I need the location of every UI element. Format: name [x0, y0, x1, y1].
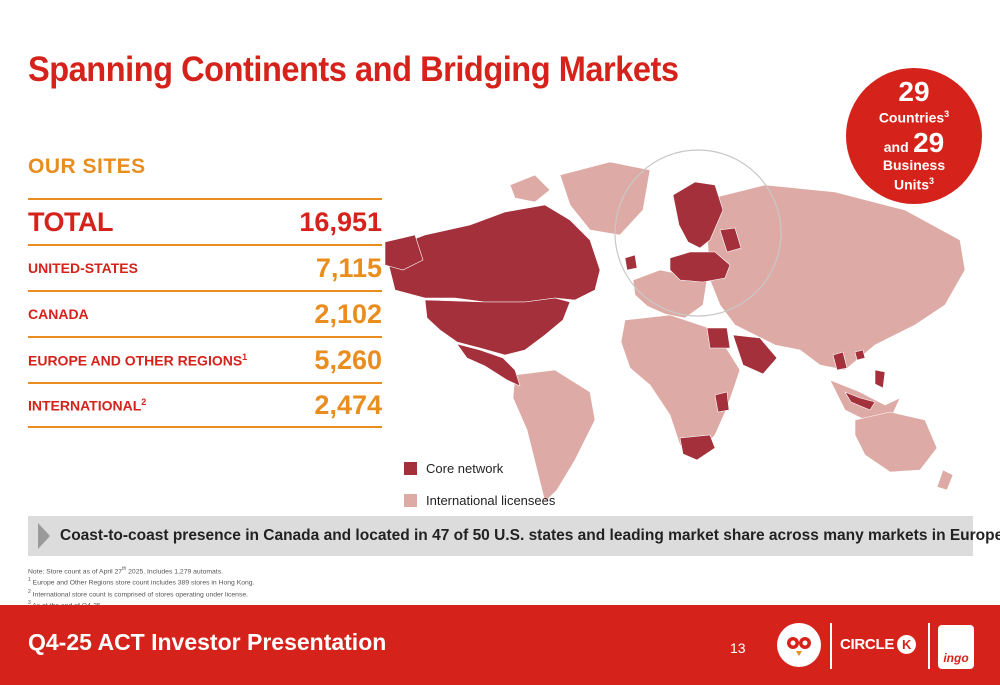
note-sup: th — [122, 566, 127, 572]
chevron-right-icon — [38, 523, 50, 549]
site-value: 5,260 — [314, 344, 382, 375]
map-greenland — [559, 161, 651, 236]
footer-bar: Q4-25 ACT Investor Presentation 13 CIRCL… — [0, 605, 1000, 685]
footnote-2: International store count is comprised o… — [30, 590, 249, 598]
footnote-3-sup: 3 — [28, 599, 31, 606]
site-value: 2,102 — [314, 298, 382, 329]
units-number: 29 — [913, 126, 945, 158]
legend-label: Core network — [426, 460, 504, 476]
footnote-1-sup: 1 — [28, 577, 31, 584]
note-rest: 2025. Includes 1,279 automats. — [126, 568, 223, 576]
legend-label: International licensees — [426, 492, 556, 508]
world-map — [385, 149, 966, 503]
map-usa — [424, 297, 571, 356]
map-south-america — [512, 369, 596, 503]
map-cambodia — [832, 351, 848, 371]
map-alaska — [385, 234, 424, 271]
site-footnote: 2 — [141, 396, 147, 407]
countries-number: 29 — [898, 76, 930, 107]
circle-k-logo: CIRCLE K — [840, 635, 917, 654]
page-number: 13 — [730, 640, 746, 656]
couche-tard-logo — [777, 623, 821, 667]
site-row-canada: CANADA 2,102 — [28, 290, 382, 336]
site-footnote: 1 — [242, 351, 248, 362]
sites-heading: OUR SITES — [28, 155, 146, 178]
ingo-logo: ingo — [938, 625, 974, 669]
footnotes: Note: Store count as of April 27th 2025.… — [28, 565, 254, 610]
countries-badge: 29 Countries3 and 29 Business Units3 — [846, 68, 982, 204]
presentation-title: Q4-25 ACT Investor Presentation — [28, 629, 387, 655]
map-philippines — [874, 369, 886, 389]
map-scandinavia — [672, 181, 724, 249]
units-label-1: Business — [882, 156, 946, 173]
legend-swatch-core — [404, 461, 417, 475]
map-canada — [385, 204, 601, 303]
map-australia — [854, 411, 938, 473]
europe-highlight-circle — [614, 149, 782, 317]
map-south-africa — [679, 434, 716, 461]
map-east-africa — [714, 391, 730, 413]
site-label: EUROPE AND OTHER REGIONS — [28, 352, 243, 369]
site-row-europe: EUROPE AND OTHER REGIONS1 5,260 — [28, 336, 382, 382]
legend-item-core: Core network — [404, 460, 555, 476]
site-value: 7,115 — [315, 252, 382, 283]
site-value: 2,474 — [314, 389, 382, 420]
map-legend: Core network International licensees — [404, 460, 555, 524]
site-row-total: TOTAL 16,951 — [28, 198, 382, 244]
legend-item-licensees: International licensees — [404, 492, 555, 508]
owl-logo-icon — [787, 637, 811, 656]
countries-label: Countries — [878, 109, 945, 126]
footnote-2-sup: 2 — [28, 588, 31, 595]
circle-k-letter: K — [897, 635, 917, 654]
circle-k-text: CIRCLE — [840, 636, 895, 653]
site-label: TOTAL — [28, 206, 114, 237]
map-arctic-islands — [509, 174, 551, 203]
legend-swatch-licensees — [404, 493, 417, 507]
map-baltics — [719, 227, 742, 253]
site-row-international: INTERNATIONAL2 2,474 — [28, 382, 382, 428]
key-message-banner: Coast-to-coast presence in Canada and lo… — [28, 516, 1000, 556]
map-egypt — [706, 327, 731, 349]
map-new-zealand — [936, 469, 954, 491]
units-footnote: 3 — [928, 175, 934, 186]
site-value: 16,951 — [299, 206, 382, 237]
note-text: Note: Store count as of April 27 — [28, 568, 123, 576]
logo-divider — [830, 623, 832, 669]
site-label: UNITED-STATES — [28, 260, 138, 276]
countries-footnote: 3 — [944, 109, 950, 119]
map-indonesia — [844, 391, 876, 411]
and-label: and — [883, 138, 909, 155]
page-title: Spanning Continents and Bridging Markets — [28, 50, 679, 89]
footnote-1: Europe and Other Regions store count inc… — [30, 579, 255, 587]
map-ireland — [624, 254, 638, 271]
ingo-text: ingo — [943, 651, 969, 665]
banner-text: Coast-to-coast presence in Canada and lo… — [60, 527, 1000, 544]
site-label: INTERNATIONAL — [28, 397, 142, 414]
site-row-united-states: UNITED-STATES 7,115 — [28, 244, 382, 290]
site-label: CANADA — [28, 306, 89, 322]
map-saudi-arabia — [732, 334, 778, 375]
map-central-europe — [669, 251, 731, 283]
map-mexico — [456, 343, 521, 387]
map-hong-kong — [854, 349, 866, 361]
sites-table: TOTAL 16,951 UNITED-STATES 7,115 CANADA … — [28, 198, 382, 428]
logo-divider — [928, 623, 930, 669]
units-label-2: Units — [893, 176, 929, 193]
